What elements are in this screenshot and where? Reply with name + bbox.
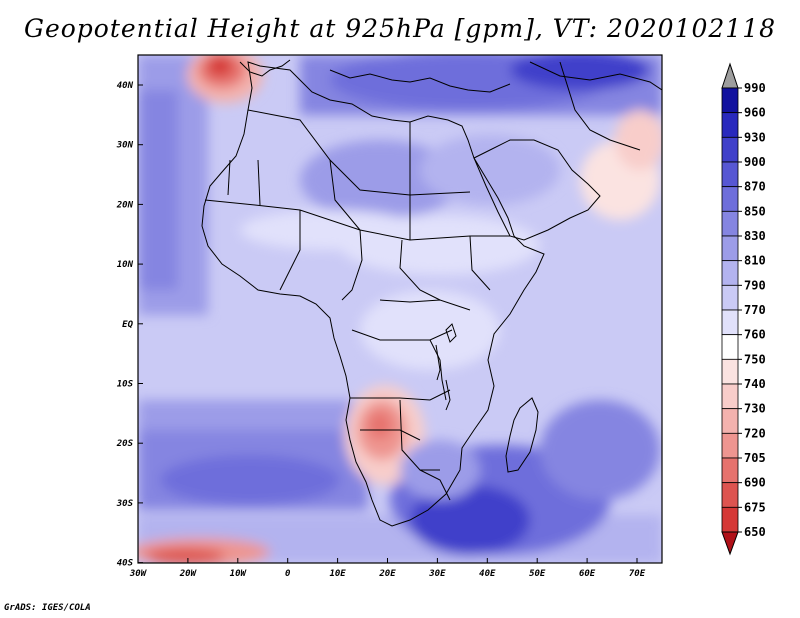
colorbar-swatch [722, 162, 738, 187]
colorbar-label: 690 [744, 476, 766, 490]
colorbar-label: 675 [744, 500, 766, 514]
colorbar-swatch [722, 137, 738, 162]
colorbar-label: 750 [744, 352, 766, 366]
colorbar-label: 760 [744, 328, 766, 342]
colorbar-swatch [722, 285, 738, 310]
colorbar-under-triangle [722, 532, 738, 554]
colorbar-label: 960 [744, 106, 766, 120]
colorbar-swatch [722, 507, 738, 532]
colorbar-swatch [722, 458, 738, 483]
colorbar-label: 990 [744, 81, 766, 95]
colorbar-label: 830 [744, 229, 766, 243]
colorbar-label: 850 [744, 204, 766, 218]
colorbar-swatch [722, 187, 738, 212]
credit-label: GrADS: IGES/COLA [4, 603, 91, 613]
colorbar-label: 790 [744, 278, 766, 292]
colorbar-swatch [722, 310, 738, 335]
colorbar-label: 705 [744, 451, 766, 465]
colorbar-label: 770 [744, 303, 766, 317]
colorbar-swatch [722, 409, 738, 434]
colorbar-swatch [722, 113, 738, 138]
colorbar-swatch [722, 261, 738, 286]
colorbar-swatch [722, 483, 738, 508]
colorbar-swatch [722, 211, 738, 236]
colorbar-label: 650 [744, 525, 766, 539]
colorbar-label: 900 [744, 155, 766, 169]
colorbar-swatch [722, 433, 738, 458]
colorbar-swatch [722, 236, 738, 261]
colorbar-label: 740 [744, 377, 766, 391]
colorbar-swatch [722, 359, 738, 384]
color-legend: 990 960 930 900 870 850 830 810 790 770 760 750 740 7… [0, 0, 800, 618]
colorbar-label: 730 [744, 402, 766, 416]
colorbar-over-triangle [722, 64, 738, 88]
colorbar-swatch [722, 335, 738, 360]
colorbar-swatch [722, 88, 738, 113]
colorbar-label: 720 [744, 426, 766, 440]
colorbar-label: 870 [744, 180, 766, 194]
colorbar-swatch [722, 384, 738, 409]
colorbar-label: 810 [744, 254, 766, 268]
colorbar-label: 930 [744, 130, 766, 144]
